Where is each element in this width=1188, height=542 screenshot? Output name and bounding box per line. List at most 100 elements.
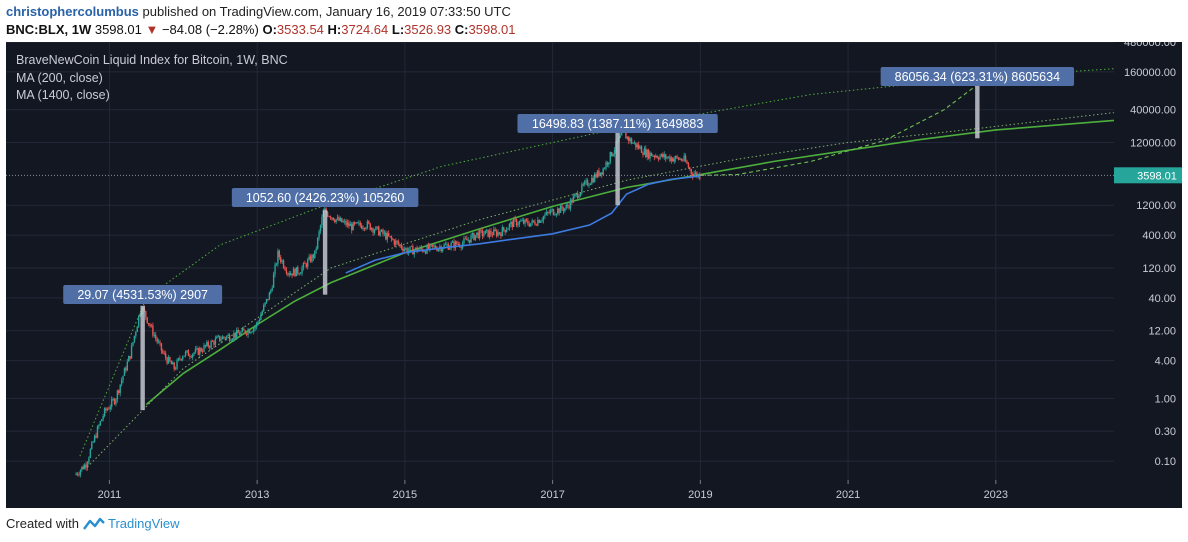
open-label: O:	[262, 22, 277, 37]
candle-body	[514, 218, 516, 220]
candle-body	[120, 380, 123, 385]
measure-label: 1052.60 (2426.23%) 105260	[246, 191, 405, 205]
candle-body	[562, 208, 565, 212]
candle-body	[257, 321, 259, 324]
candle-body	[405, 248, 407, 250]
candle-body	[593, 174, 596, 183]
close-value: 3598.01	[468, 22, 516, 37]
candle-body	[386, 233, 388, 240]
candle-body	[182, 356, 184, 360]
candle-body	[400, 244, 403, 249]
candle-body	[530, 223, 532, 227]
last-price-tag-label: 3598.01	[1137, 170, 1177, 182]
candle-body	[324, 208, 326, 211]
candle-body	[163, 352, 165, 354]
candle-body	[160, 343, 163, 351]
candle-body	[112, 399, 114, 400]
candle-body	[490, 230, 492, 235]
candle-body	[159, 341, 161, 344]
candle-body	[486, 229, 488, 231]
measure-label: 29.07 (4531.53%) 2907	[77, 288, 208, 302]
candle-body	[92, 441, 94, 443]
candle-body	[186, 350, 188, 352]
candle-body	[115, 399, 117, 404]
ohlc-header: BNC:BLX, 1W 3598.01 ▼ −84.08 (−2.28%) O:…	[6, 22, 516, 37]
time-tick-label: 2017	[540, 489, 564, 501]
drawings-layer: 29.07 (4531.53%) 2907 1052.60 (2426.23%) …	[6, 67, 1115, 468]
candle-body	[309, 256, 312, 262]
candle-body	[116, 390, 119, 400]
candle-body	[696, 172, 698, 177]
candle-body	[552, 209, 555, 215]
candle-body	[315, 248, 317, 251]
candle-body	[282, 260, 285, 268]
candle-body	[334, 220, 336, 223]
candle-body	[203, 345, 205, 352]
candle-body	[302, 262, 305, 268]
candle-body	[481, 230, 484, 236]
price-chart[interactable]: 29.07 (4531.53%) 2907 1052.60 (2426.23%) …	[0, 42, 1188, 510]
candle-body	[385, 232, 387, 240]
price-tick-label: 40000.00	[1130, 105, 1176, 117]
candle-body	[101, 419, 103, 422]
candle-body	[436, 248, 438, 251]
candle-body	[335, 219, 337, 223]
chart-pane[interactable]	[6, 42, 1114, 480]
candle-body	[254, 327, 256, 329]
candle-body	[659, 156, 661, 160]
candle-body	[298, 273, 300, 275]
candle-body	[292, 268, 295, 276]
candle-body	[83, 464, 86, 469]
candle-body	[153, 334, 156, 336]
candle-body	[224, 337, 227, 339]
candle-body	[339, 218, 342, 221]
candle-body	[419, 247, 421, 250]
candle-body	[674, 156, 677, 160]
candle-body	[278, 250, 281, 258]
legend-ma1400: MA (1400, close)	[16, 88, 110, 102]
candle-body	[487, 229, 489, 237]
candle-body	[402, 248, 404, 252]
candle-body	[81, 466, 83, 471]
price-axis-labels: 480000.00 160000.00 40000.00 12000.00 1200.0…	[1114, 42, 1182, 468]
candle-body	[488, 230, 491, 237]
candle-body	[194, 348, 197, 353]
candle-body	[247, 329, 249, 335]
candle-body	[690, 169, 692, 174]
candle-body	[146, 317, 148, 324]
price-tick-label: 400.00	[1142, 230, 1176, 242]
candle-body	[372, 228, 374, 233]
candle-body	[626, 136, 629, 139]
candle-body	[608, 162, 610, 165]
candle-body	[582, 184, 584, 186]
candle-body	[363, 228, 366, 230]
candle-body	[548, 212, 550, 214]
price-axis[interactable]	[1114, 42, 1182, 480]
candle-body	[395, 240, 397, 245]
candle-body	[299, 273, 302, 275]
candle-body	[694, 172, 697, 174]
candle-body	[389, 236, 391, 237]
time-tick-label: 2021	[836, 489, 860, 501]
author-link[interactable]: christophercolumbus	[6, 4, 139, 19]
candle-body	[501, 227, 504, 237]
candle-body	[383, 232, 386, 234]
candle-body	[223, 336, 225, 338]
time-tick-label: 2011	[98, 489, 122, 501]
grid-lines	[6, 42, 1114, 480]
candle-body	[312, 254, 315, 258]
candle-body	[214, 338, 217, 345]
tradingview-link[interactable]: TradingView	[107, 516, 180, 531]
candle-body	[227, 334, 229, 336]
time-axis[interactable]	[6, 480, 1114, 508]
candle-body	[166, 357, 168, 364]
candle-body	[473, 233, 475, 240]
candle-body	[253, 328, 255, 332]
candle-body	[586, 180, 589, 186]
candle-body	[244, 330, 246, 334]
candle-body	[170, 361, 173, 365]
candle-body	[566, 204, 569, 206]
candle-body	[666, 157, 668, 159]
price-tick-label: 12.00	[1148, 326, 1176, 338]
time-axis-labels: 2011 2013 2015 2017 2019 2021 2023	[98, 480, 1008, 501]
